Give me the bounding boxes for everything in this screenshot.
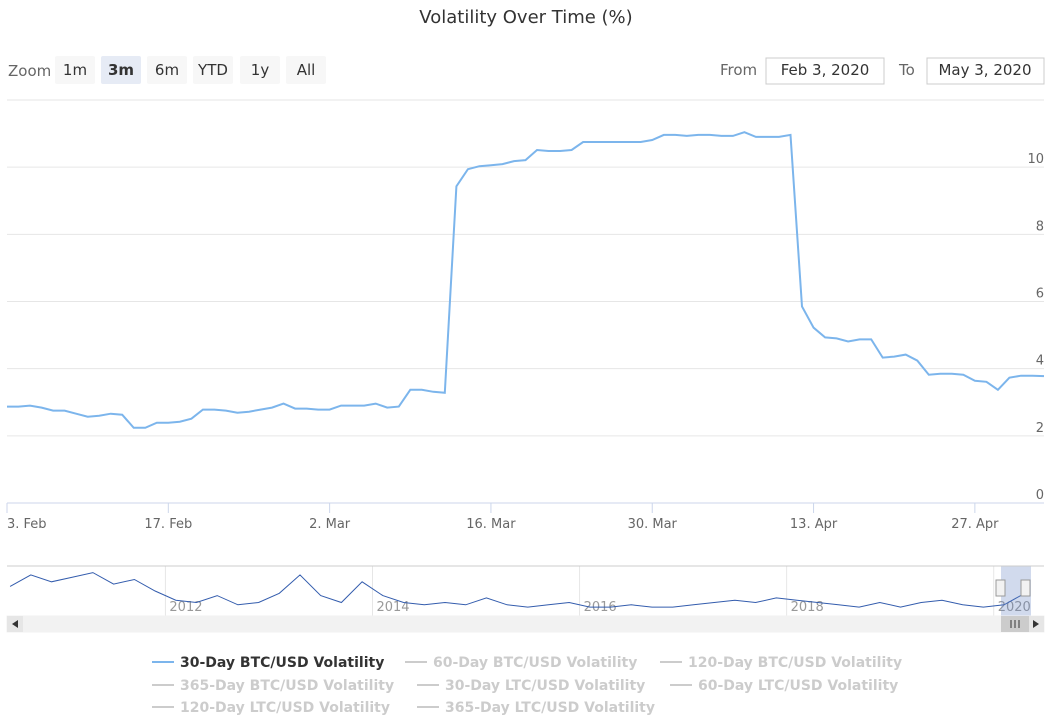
zoom-label: Zoom: [8, 62, 51, 80]
series-line: [7, 131, 1045, 429]
navigator-overlay: [6, 565, 1045, 633]
legend-label[interactable]: 60-Day LTC/USD Volatility: [698, 678, 898, 694]
zoom-button[interactable]: [55, 56, 95, 84]
zoom-button-label[interactable]: YTD: [197, 61, 228, 79]
legend-label[interactable]: 365-Day LTC/USD Volatility: [445, 700, 655, 716]
zoom-button-label[interactable]: 6m: [155, 61, 179, 79]
to-value[interactable]: May 3, 2020: [938, 61, 1031, 79]
navigator-tick-label: 2012: [169, 600, 202, 615]
to-label: To: [898, 61, 915, 79]
navigator-handle[interactable]: [1020, 579, 1031, 597]
legend-label[interactable]: 120-Day BTC/USD Volatility: [688, 655, 902, 671]
navigator-handle[interactable]: [995, 579, 1006, 597]
zoom-button[interactable]: [193, 56, 233, 84]
y-tick-label: 6: [1036, 287, 1044, 302]
from-label: From: [720, 61, 757, 79]
zoom-button[interactable]: [286, 56, 326, 84]
x-tick-label: 27. Apr: [951, 517, 999, 532]
legend-label[interactable]: 30-Day BTC/USD Volatility: [180, 655, 384, 671]
from-value[interactable]: Feb 3, 2020: [781, 61, 870, 79]
thumb-grip: [1010, 620, 1020, 628]
arrow-right: [1033, 620, 1039, 628]
zoom-button-label[interactable]: All: [297, 61, 316, 79]
y-tick-label: 10: [1027, 152, 1044, 167]
zoom-button[interactable]: [101, 56, 141, 84]
y-tick-label: 2: [1036, 421, 1044, 436]
x-tick-label: 30. Mar: [628, 517, 678, 532]
navigator: 20122014201620182020: [7, 566, 1044, 616]
zoom-buttons: 1m 3m 6m YTD 1y All: [55, 56, 326, 84]
from-input[interactable]: [765, 57, 885, 85]
x-tick-label: 16. Mar: [466, 517, 516, 532]
x-tick-label: 2. Mar: [309, 517, 351, 532]
zoom-button[interactable]: [240, 56, 280, 84]
navigator-bg: [7, 566, 1044, 616]
arrow-left: [12, 620, 18, 628]
y-tick-label: 4: [1036, 354, 1044, 369]
navigator-line: [9, 572, 1026, 608]
zoom-button-label[interactable]: 3m: [108, 61, 134, 79]
y-tick-label: 0: [1036, 488, 1044, 503]
legend-label[interactable]: 60-Day BTC/USD Volatility: [433, 655, 637, 671]
main-plot: 0 2 4 6 8 10 3. Feb 17. Feb 2. Mar 16. Mar 30. Mar…: [6, 99, 1045, 532]
legend: 30-Day BTC/USD Volatility 60-Day BTC/USD …: [152, 655, 902, 716]
chart-title: Volatility Over Time (%): [419, 7, 632, 28]
zoom-button-label[interactable]: 1y: [251, 61, 270, 79]
legend-label[interactable]: 120-Day LTC/USD Volatility: [180, 700, 390, 716]
legend-label[interactable]: 365-Day BTC/USD Volatility: [180, 678, 394, 694]
y-tick-label: 8: [1036, 219, 1044, 234]
x-tick-label: 13. Apr: [790, 517, 838, 532]
navigator-tick-label: 2014: [376, 600, 409, 615]
zoom-button-label[interactable]: 1m: [63, 61, 87, 79]
legend-label[interactable]: 30-Day LTC/USD Volatility: [445, 678, 645, 694]
x-tick-label: 17. Feb: [144, 517, 192, 532]
navigator-tick-label: 2018: [791, 600, 824, 615]
to-input[interactable]: [926, 57, 1045, 85]
zoom-button[interactable]: [147, 56, 187, 84]
scrollbar-track[interactable]: [6, 615, 1045, 633]
x-tick-label: 3. Feb: [7, 517, 47, 532]
